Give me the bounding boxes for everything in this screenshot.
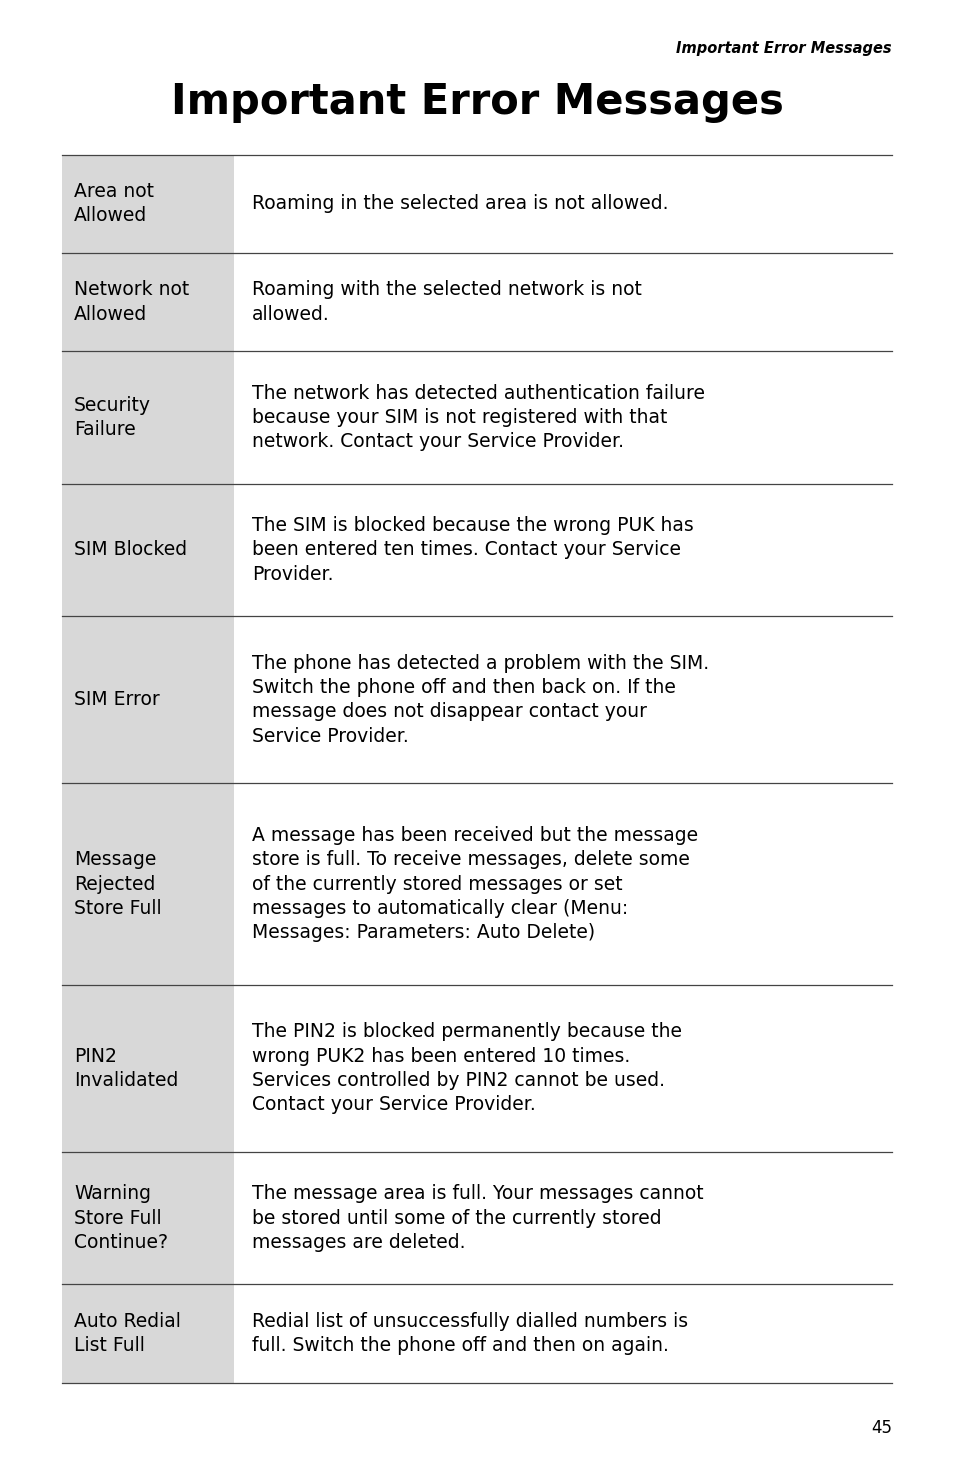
Text: The SIM is blocked because the wrong PUK has
been entered ten times. Contact you: The SIM is blocked because the wrong PUK…: [252, 516, 693, 584]
Text: Important Error Messages: Important Error Messages: [171, 81, 782, 122]
Text: The PIN2 is blocked permanently because the
wrong PUK2 has been entered 10 times: The PIN2 is blocked permanently because …: [252, 1023, 681, 1114]
Text: Warning
Store Full
Continue?: Warning Store Full Continue?: [74, 1185, 168, 1251]
Text: 45: 45: [870, 1419, 891, 1437]
Text: Auto Redial
List Full: Auto Redial List Full: [74, 1312, 181, 1355]
Bar: [62, 155, 233, 254]
Bar: [62, 985, 233, 1151]
Text: Roaming with the selected network is not
allowed.: Roaming with the selected network is not…: [252, 280, 641, 324]
Bar: [62, 1284, 233, 1383]
Bar: [62, 616, 233, 783]
Text: Area not
Allowed: Area not Allowed: [74, 183, 153, 226]
Text: SIM Error: SIM Error: [74, 690, 159, 709]
Text: Network not
Allowed: Network not Allowed: [74, 280, 189, 324]
Text: Roaming in the selected area is not allowed.: Roaming in the selected area is not allo…: [252, 195, 667, 214]
Bar: [62, 783, 233, 985]
Bar: [62, 351, 233, 483]
Text: Important Error Messages: Important Error Messages: [676, 41, 891, 56]
Text: Redial list of unsuccessfully dialled numbers is
full. Switch the phone off and : Redial list of unsuccessfully dialled nu…: [252, 1312, 687, 1355]
Text: PIN2
Invalidated: PIN2 Invalidated: [74, 1047, 178, 1089]
Text: A message has been received but the message
store is full. To receive messages, : A message has been received but the mess…: [252, 825, 698, 942]
Bar: [62, 483, 233, 616]
Text: The network has detected authentication failure
because your SIM is not register: The network has detected authentication …: [252, 383, 704, 451]
Bar: [62, 1151, 233, 1284]
Bar: [62, 254, 233, 351]
Text: SIM Blocked: SIM Blocked: [74, 541, 187, 560]
Text: Security
Failure: Security Failure: [74, 395, 151, 439]
Text: The message area is full. Your messages cannot
be stored until some of the curre: The message area is full. Your messages …: [252, 1185, 702, 1251]
Text: Message
Rejected
Store Full: Message Rejected Store Full: [74, 850, 161, 918]
Text: The phone has detected a problem with the SIM.
Switch the phone off and then bac: The phone has detected a problem with th…: [252, 654, 708, 746]
